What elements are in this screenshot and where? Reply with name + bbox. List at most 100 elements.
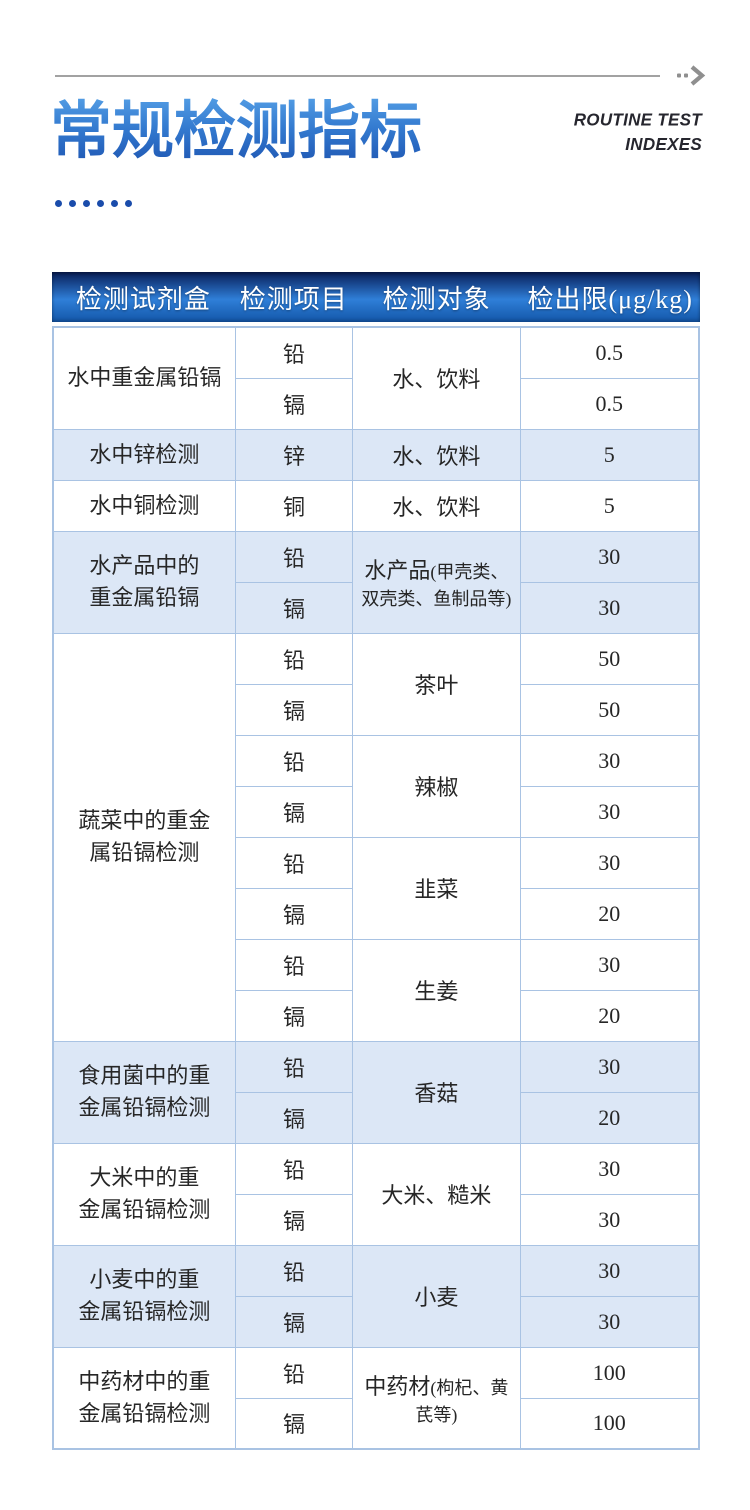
dots-decoration <box>55 200 132 207</box>
object-name: 水、饮料 <box>392 494 481 520</box>
kit-line: 金属铅镉检测 <box>78 1095 211 1120</box>
kit-line: 水中锌检测 <box>89 441 200 467</box>
object-cell: 小麦 <box>352 1244 521 1348</box>
kit-line: 属铅镉检测 <box>89 840 200 865</box>
table-row: 蔬菜中的重金 属铅镉检测铅茶叶 50 <box>52 632 700 1042</box>
limit-cell: 5 <box>519 428 700 481</box>
object-name: 辣椒 <box>414 775 459 800</box>
kit-cell: 中药材中的重 金属铅镉检测 <box>52 1346 236 1450</box>
table-row: 铅生姜 30 <box>53 938 700 1042</box>
kit-cell: 小麦中的重金属铅镉检测 <box>52 1244 236 1348</box>
object-name: 水产品 <box>364 558 431 583</box>
title-row: 常规检测指标 ROUTINE TEST INDEXES <box>50 94 702 172</box>
item-cell: 镉 <box>234 683 354 736</box>
item-cell: 镉 <box>234 581 354 634</box>
kit-line: 金属铅镉检测 <box>78 1400 211 1426</box>
kit-line: 蔬菜中的重金 <box>78 808 211 834</box>
item-cell: 镉 <box>234 785 354 838</box>
object-cell: 水、饮料 <box>352 428 521 481</box>
kit-cell: 水中锌检测 <box>52 428 236 481</box>
item-cell: 铅 <box>234 1244 354 1297</box>
object-name: 水、饮料 <box>392 443 481 469</box>
limit-cell: 30 <box>519 734 700 787</box>
kit-line: 金属铅镉检测 <box>78 1299 211 1324</box>
table-row: 镉 30 <box>53 785 700 838</box>
limit-cell: 20 <box>519 989 700 1042</box>
limit-cell: 30 <box>519 785 700 838</box>
page-title-english-line2: INDEXES <box>625 133 702 154</box>
limit-cell: 20 <box>519 1091 700 1144</box>
limit-cell: 50 <box>519 683 700 736</box>
object-cell: 中药材(枸杞、黄芪等) <box>352 1346 521 1450</box>
table-row: 铅韭菜 30 <box>53 836 700 940</box>
table-row: 水中重金属铅镉铅水、饮料 0.5 <box>52 326 700 430</box>
table-row: 镉 0.5 <box>53 377 700 430</box>
object-cell: 大米、糙米 <box>352 1142 521 1246</box>
item-cell: 镉 <box>234 1193 354 1246</box>
item-cell: 铅 <box>234 1346 354 1399</box>
table-row: 镉 30 <box>53 1295 700 1348</box>
item-cell: 铅 <box>234 1142 354 1195</box>
object-name: 大米、糙米 <box>381 1183 492 1208</box>
kit-line: 水中铜检测 <box>89 492 200 518</box>
limit-cell: 30 <box>519 1193 700 1246</box>
kit-cell: 水产品中的 重金属铅镉 <box>52 530 236 634</box>
kit-cell: 食用菌中的重 金属铅镉检测 <box>52 1040 236 1144</box>
limit-cell: 20 <box>519 887 700 940</box>
object-cell: 辣椒 <box>352 734 521 838</box>
table-row: 小麦中的重金属铅镉检测铅小麦 30 <box>52 1244 700 1348</box>
item-cell: 铜 <box>234 479 354 532</box>
column-header-item: 检测项目 <box>239 284 348 314</box>
item-cell: 铅 <box>234 734 354 787</box>
kit-line: 中药材中的重 <box>78 1368 211 1394</box>
object-name: 中药材 <box>364 1373 431 1399</box>
object-name: 香菇 <box>414 1081 459 1106</box>
item-cell: 铅 <box>234 1040 354 1093</box>
table-row: 食用菌中的重 金属铅镉检测铅香菇 30 <box>52 1040 700 1144</box>
table-body: 水中重金属铅镉铅水、饮料 0.5 镉 0.5 水中锌检测锌水、饮料 5 水中铜检测铜水、饮料… <box>52 326 700 1450</box>
object-cell: 水产品(甲壳类、双壳类、鱼制品等) <box>352 530 521 634</box>
object-note: (枸杞、黄芪等) <box>415 1377 509 1425</box>
table-row: 水中锌检测 锌 水、饮料 5 <box>52 428 700 481</box>
table-header-bar: 检测试剂盒 检测项目 检测对象 检出限(μg/kg) <box>52 272 700 322</box>
table-row: 镉 30 <box>53 1193 700 1246</box>
object-name: 茶叶 <box>414 673 459 698</box>
kit-line: 水产品中的 <box>89 553 200 579</box>
kit-line: 小麦中的重 <box>89 1267 200 1293</box>
limit-cell: 30 <box>519 1040 700 1093</box>
page-title-english: ROUTINE TEST INDEXES <box>574 109 702 157</box>
column-header-kit: 检测试剂盒 <box>75 284 211 314</box>
kit-line: 金属铅镉检测 <box>78 1197 211 1222</box>
object-cell: 茶叶 <box>352 632 521 736</box>
table-row: 镉 50 <box>53 683 700 736</box>
page-title-english-line1: ROUTINE TEST <box>573 109 702 130</box>
object-cell: 韭菜 <box>352 836 521 940</box>
item-cell: 镉 <box>234 377 354 430</box>
table-row: 中药材中的重 金属铅镉检测铅中药材(枸杞、黄芪等) 100 <box>52 1346 700 1450</box>
item-cell: 铅 <box>234 836 354 889</box>
dot-icon <box>83 200 90 207</box>
kit-cell: 水中重金属铅镉 <box>52 326 236 430</box>
limit-cell: 0.5 <box>519 326 700 379</box>
limit-cell: 30 <box>519 581 700 634</box>
object-cell: 香菇 <box>352 1040 521 1144</box>
item-cell: 铅 <box>234 938 354 991</box>
object-cell: 生姜 <box>352 938 521 1042</box>
limit-cell: 30 <box>519 1142 700 1195</box>
table-row: 镉 20 <box>53 989 700 1042</box>
double-chevron-right-icon <box>677 65 706 86</box>
dot-icon <box>97 200 104 207</box>
object-name: 生姜 <box>414 979 459 1004</box>
kit-line: 大米中的重 <box>89 1165 200 1191</box>
limit-cell: 100 <box>519 1346 700 1399</box>
kit-cell: 水中铜检测 <box>52 479 236 532</box>
limit-cell: 100 <box>519 1397 700 1450</box>
object-note: (甲壳类、双壳类、鱼制品等) <box>361 562 512 609</box>
kit-cell: 大米中的重金属铅镉检测 <box>52 1142 236 1246</box>
dot-icon <box>55 200 62 207</box>
divider-line <box>55 75 660 77</box>
table-row: 水产品中的 重金属铅镉铅水产品(甲壳类、双壳类、鱼制品等) 30 <box>52 530 700 634</box>
limit-cell: 0.5 <box>519 377 700 430</box>
item-cell: 铅 <box>234 530 354 583</box>
limit-cell: 30 <box>519 1244 700 1297</box>
